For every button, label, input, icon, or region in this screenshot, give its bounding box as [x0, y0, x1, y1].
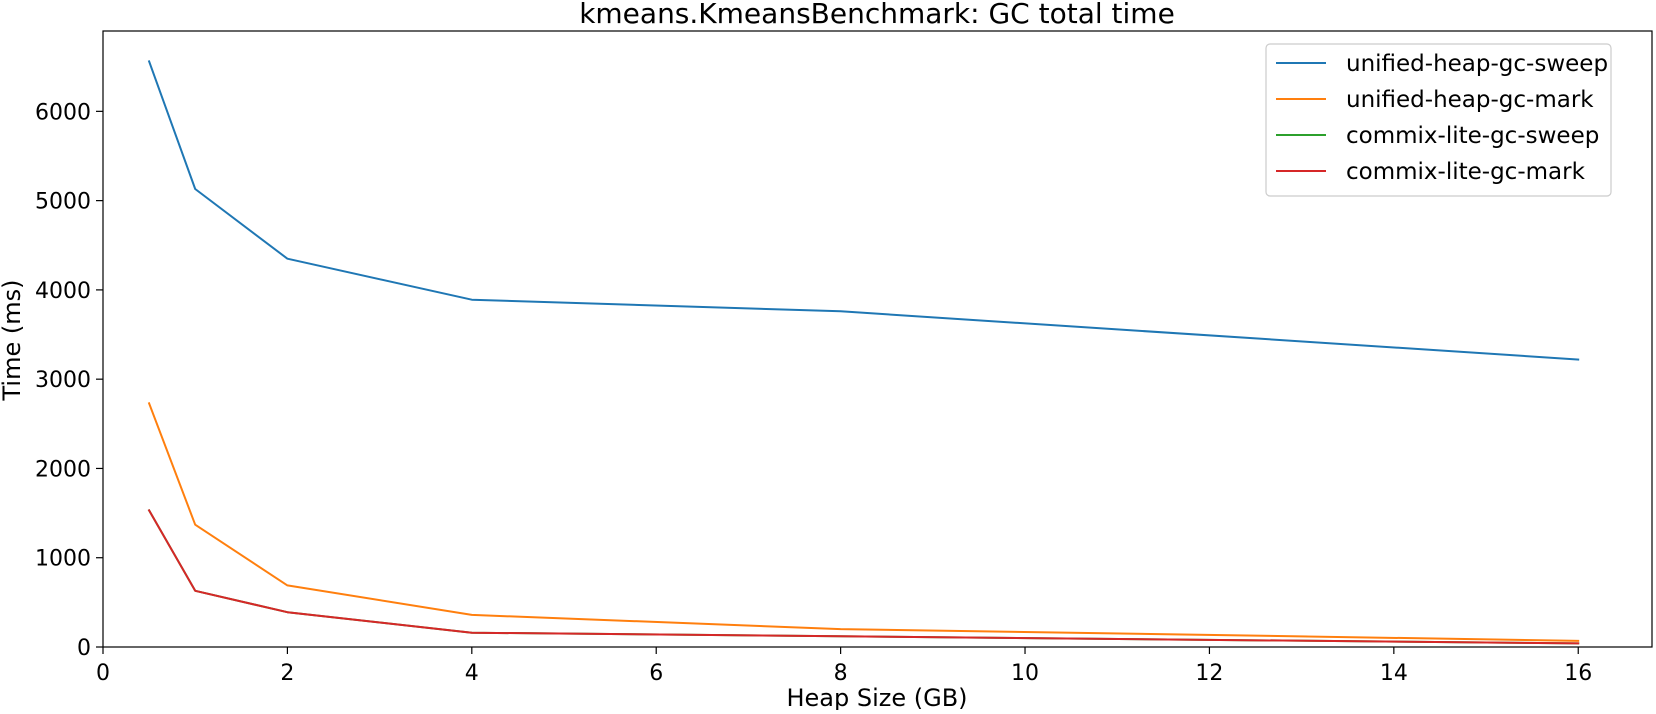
plot-frame	[102, 30, 1653, 648]
y-tick-label: 6000	[35, 100, 91, 125]
y-tick-label: 5000	[35, 190, 91, 215]
x-tick-label: 6	[649, 661, 663, 686]
x-tick-label: 2	[280, 661, 294, 686]
x-tick-label: 0	[96, 661, 110, 686]
x-tick-label: 4	[465, 661, 479, 686]
y-tick-label: 0	[77, 636, 91, 661]
plot-area: 0 2 4 6 8 10 12 14 16 0 1000 2000 3000 4000 5000 6000	[35, 30, 1653, 686]
legend-entry-label: unified-heap-gc-mark	[1346, 87, 1594, 113]
legend-entry-label: unified-heap-gc-sweep	[1346, 51, 1608, 77]
y-tick-label: 1000	[35, 547, 91, 572]
series-line-commix-lite-gc-mark	[147, 509, 1580, 645]
series-line-unified-heap-gc-mark	[147, 402, 1580, 642]
y-axis-label: Time (ms)	[0, 280, 26, 402]
chart-title: kmeans.KmeansBenchmark: GC total time	[579, 0, 1175, 30]
series-line-unified-heap-gc-sweep	[147, 60, 1580, 361]
x-tick-label: 12	[1195, 661, 1223, 686]
y-tick-label: 4000	[35, 279, 91, 304]
legend-entry-label: commix-lite-gc-mark	[1346, 159, 1586, 185]
x-tick-label: 10	[1011, 661, 1039, 686]
x-axis-label: Heap Size (GB)	[786, 684, 967, 710]
legend: unified-heap-gc-sweep unified-heap-gc-mar…	[1265, 43, 1612, 197]
legend-box	[1265, 43, 1612, 197]
legend-entry-label: commix-lite-gc-sweep	[1346, 123, 1599, 149]
y-tick-label: 2000	[35, 457, 91, 482]
series-line-commix-lite-gc-sweep	[147, 509, 1580, 645]
x-tick-label: 16	[1564, 661, 1592, 686]
x-tick-label: 8	[834, 661, 848, 686]
x-tick-label: 14	[1380, 661, 1408, 686]
y-tick-label: 3000	[35, 368, 91, 393]
